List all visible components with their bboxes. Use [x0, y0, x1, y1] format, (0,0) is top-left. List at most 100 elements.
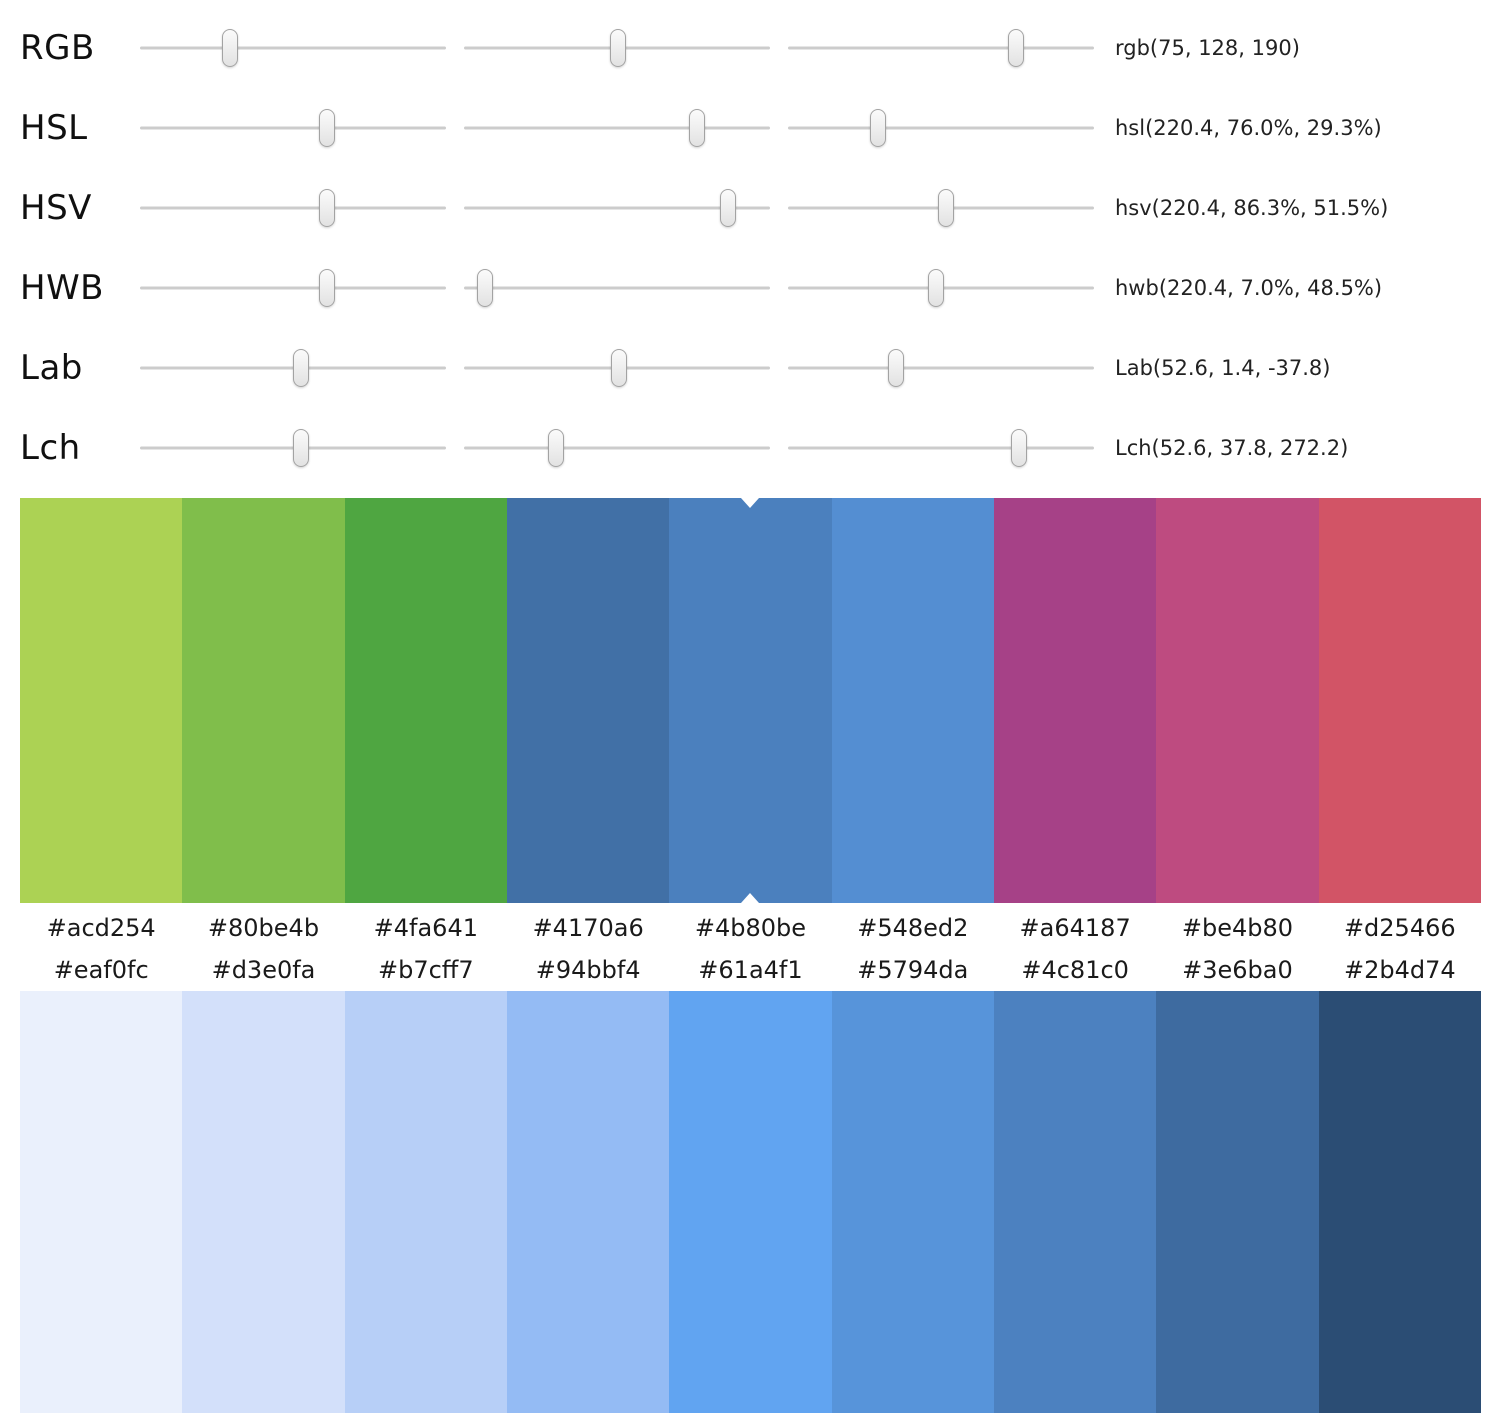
palette-swatch[interactable] — [506, 498, 670, 903]
hex-label: #5794da — [857, 956, 969, 984]
slider-track[interactable] — [140, 186, 446, 230]
palette-swatch[interactable] — [1318, 498, 1481, 903]
slider-row-label: HWB — [20, 268, 105, 308]
slider-thumb[interactable] — [928, 269, 945, 307]
palette-swatch[interactable] — [831, 991, 994, 1413]
slider-thumb[interactable] — [292, 429, 309, 467]
slider-track-line — [140, 126, 446, 130]
slider-track[interactable] — [788, 106, 1094, 150]
hex-label: #80be4b — [207, 914, 320, 942]
slider-thumb[interactable] — [869, 109, 886, 147]
slider-track-line — [464, 286, 770, 290]
slider-tracks — [140, 346, 1094, 390]
hex-label: #d3e0fa — [211, 956, 316, 984]
slider-thumb[interactable] — [319, 109, 336, 147]
slider-thumb[interactable] — [1007, 29, 1024, 67]
slider-row: HSV hsv(220.4, 86.3%, 51.5%) — [20, 168, 1481, 248]
slider-track-line — [464, 126, 770, 130]
hex-label: #4c81c0 — [1021, 956, 1129, 984]
slider-row-label: Lch — [20, 428, 81, 468]
slider-track[interactable] — [788, 186, 1094, 230]
palette-swatch[interactable] — [831, 498, 994, 903]
slider-thumb[interactable] — [319, 189, 336, 227]
slider-thumb[interactable] — [937, 189, 954, 227]
slider-track[interactable] — [464, 106, 770, 150]
lightness-palette: #eaf0fc #d3e0fa #b7cff7 #94bbf4 #61a4f1 #5794… — [20, 947, 1481, 1413]
slider-track-line — [140, 286, 446, 290]
slider-rows: RGB rgb(75, 128, 190) HSL — [0, 0, 1501, 488]
slider-tracks — [140, 266, 1094, 310]
palette-swatch[interactable] — [506, 991, 670, 1413]
slider-thumb[interactable] — [888, 349, 905, 387]
slider-thumb[interactable] — [548, 429, 565, 467]
slider-track[interactable] — [140, 266, 446, 310]
hex-label: #3e6ba0 — [1182, 956, 1293, 984]
palette-swatch[interactable] — [182, 498, 345, 903]
slider-track[interactable] — [788, 346, 1094, 390]
palette-swatch[interactable] — [993, 498, 1157, 903]
hex-label: #4b80be — [694, 914, 807, 942]
slider-track[interactable] — [464, 186, 770, 230]
slider-track-line — [464, 446, 770, 450]
hex-label: #4170a6 — [532, 914, 644, 942]
palette-swatch[interactable] — [669, 498, 832, 903]
slider-track[interactable] — [464, 26, 770, 70]
slider-row-label: Lab — [20, 348, 83, 388]
slider-thumb[interactable] — [1011, 429, 1028, 467]
slider-row: Lch Lch(52.6, 37.8, 272.2) — [20, 408, 1481, 488]
slider-row-label: RGB — [20, 28, 95, 68]
hex-label: #acd254 — [46, 914, 156, 942]
slider-row-value: Lch(52.6, 37.8, 272.2) — [1115, 436, 1349, 460]
hex-label: #b7cff7 — [378, 956, 474, 984]
slider-thumb[interactable] — [221, 29, 238, 67]
slider-thumb[interactable] — [611, 349, 628, 387]
hue-palette: #acd254 #80be4b #4fa641 #4170a6 #4b80be #548e… — [20, 498, 1481, 947]
slider-tracks — [140, 26, 1094, 70]
slider-track[interactable] — [788, 26, 1094, 70]
palette-swatch[interactable] — [20, 498, 183, 903]
slider-thumb[interactable] — [720, 189, 737, 227]
palette-swatch[interactable] — [344, 991, 507, 1413]
palette-swatch[interactable] — [1156, 991, 1319, 1413]
palette-swatch[interactable] — [1318, 991, 1481, 1413]
slider-track[interactable] — [464, 426, 770, 470]
slider-track-line — [788, 46, 1094, 50]
slider-track-line — [140, 46, 446, 50]
palette-swatches — [20, 498, 1481, 903]
slider-thumb[interactable] — [319, 269, 336, 307]
slider-row: HSL hsl(220.4, 76.0%, 29.3%) — [20, 88, 1481, 168]
slider-track[interactable] — [140, 426, 446, 470]
hex-label: #d25466 — [1343, 914, 1456, 942]
hex-label: #94bbf4 — [535, 956, 641, 984]
palette-swatch[interactable] — [182, 991, 345, 1413]
hex-label: #61a4f1 — [698, 956, 803, 984]
slider-track[interactable] — [788, 426, 1094, 470]
slider-track-line — [788, 366, 1094, 370]
slider-row-value: Lab(52.6, 1.4, -37.8) — [1115, 356, 1331, 380]
slider-track[interactable] — [464, 266, 770, 310]
slider-tracks — [140, 186, 1094, 230]
slider-thumb[interactable] — [609, 29, 626, 67]
slider-thumb[interactable] — [477, 269, 494, 307]
palette-swatch[interactable] — [993, 991, 1157, 1413]
slider-row-label: HSL — [20, 108, 88, 148]
slider-track[interactable] — [140, 26, 446, 70]
slider-track-line — [788, 126, 1094, 130]
slider-thumb[interactable] — [688, 109, 705, 147]
palette-swatch[interactable] — [344, 498, 507, 903]
palette-swatch[interactable] — [1156, 498, 1319, 903]
slider-track[interactable] — [788, 266, 1094, 310]
slider-row: HWB hwb(220.4, 7.0%, 48.5%) — [20, 248, 1481, 328]
slider-row-value: hsv(220.4, 86.3%, 51.5%) — [1115, 196, 1389, 220]
slider-track[interactable] — [140, 346, 446, 390]
slider-thumb[interactable] — [292, 349, 309, 387]
hex-label: #548ed2 — [857, 914, 969, 942]
slider-track[interactable] — [140, 106, 446, 150]
palette-swatch[interactable] — [20, 991, 183, 1413]
hex-label: #2b4d74 — [1343, 956, 1456, 984]
palette-swatch[interactable] — [669, 991, 832, 1413]
palettes: #acd254 #80be4b #4fa641 #4170a6 #4b80be #548e… — [0, 498, 1501, 1413]
slider-track[interactable] — [464, 346, 770, 390]
hex-label: #be4b80 — [1181, 914, 1294, 942]
